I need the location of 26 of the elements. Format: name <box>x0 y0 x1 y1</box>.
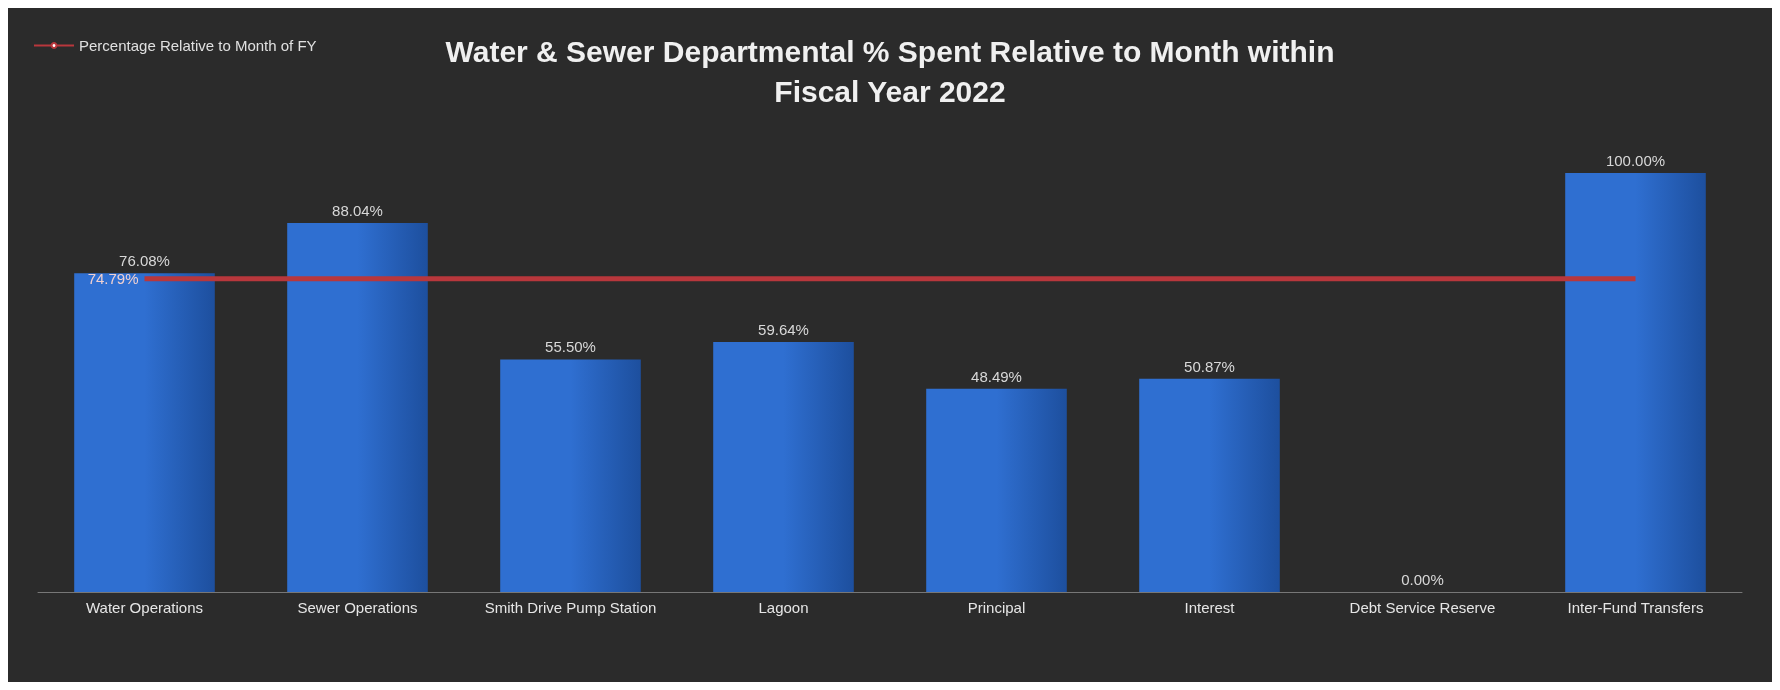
data-label: 48.49% <box>971 367 1022 385</box>
data-label: 74.79% <box>87 270 139 288</box>
data-label: 76.08% <box>119 252 170 270</box>
data-label: 100.00% <box>1605 152 1666 169</box>
bar <box>500 359 641 592</box>
bar <box>926 388 1067 592</box>
bar <box>713 342 854 592</box>
bar <box>1139 378 1280 592</box>
x-tick-label: Debt Service Reserve <box>1349 599 1496 616</box>
legend-label: Percentage Relative to Month of FY <box>79 37 317 54</box>
data-label: 88.04% <box>332 202 383 220</box>
bar <box>287 223 428 592</box>
data-label: 59.64% <box>758 321 809 339</box>
x-tick-label: Inter-Fund Transfers <box>1567 599 1704 616</box>
bar <box>74 273 215 592</box>
data-label: 55.50% <box>545 338 596 356</box>
x-tick-label: Sewer Operations <box>297 599 418 616</box>
x-tick-label: Water Operations <box>86 599 203 616</box>
data-label: 50.87% <box>1184 357 1235 375</box>
chart-title: Water & Sewer Departmental % Spent Relative to Month within Fiscal Year 2022 <box>445 34 1335 108</box>
x-tick-label: Principal <box>967 599 1026 616</box>
bar <box>1565 173 1706 592</box>
x-tick-label: Lagoon <box>758 599 809 616</box>
x-tick-label: Interest <box>1184 599 1236 616</box>
data-label: 0.00% <box>1401 571 1444 588</box>
x-tick-label: Smith Drive Pump Station <box>484 599 657 616</box>
